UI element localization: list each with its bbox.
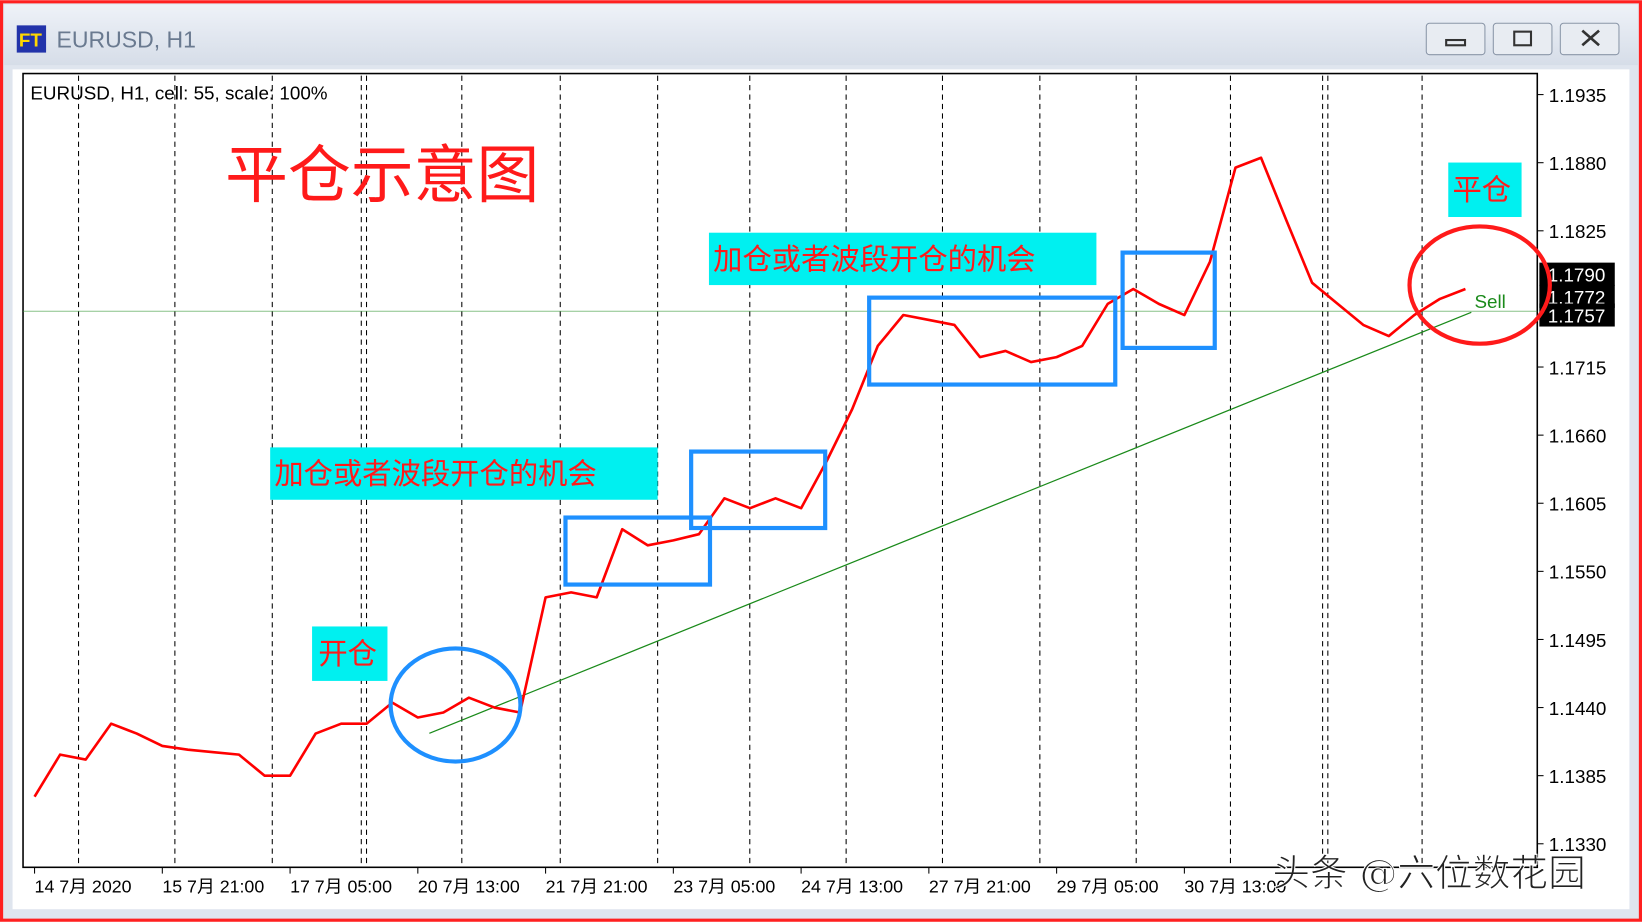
x-tick-label: 17 7月 05:00 — [290, 876, 392, 896]
x-tick-label: 23 7月 05:00 — [673, 876, 775, 896]
trend-line — [429, 311, 1472, 734]
y-tick-label: 1.1495 — [1549, 630, 1607, 651]
sell-label: Sell — [1474, 291, 1505, 312]
y-tick-label: 1.1825 — [1549, 221, 1607, 242]
y-tick-label: 1.1605 — [1549, 494, 1607, 515]
maximize-icon — [1513, 30, 1533, 47]
label-box — [708, 232, 1097, 286]
app-icon-glyph: FT — [19, 29, 43, 50]
y-tick-label: 1.1935 — [1549, 85, 1607, 106]
minimize-icon — [1445, 38, 1467, 47]
title-bar — [4, 4, 1638, 66]
close-circle — [1407, 224, 1552, 346]
highlight-boxes — [388, 250, 1217, 764]
y-tick-label: 1.1880 — [1549, 153, 1607, 174]
y-tick-label: 1.1715 — [1549, 357, 1607, 378]
y-tick-label: 1.1385 — [1549, 766, 1607, 787]
y-tick-label: 1.1660 — [1549, 425, 1607, 446]
y-tick-label: 1.1550 — [1549, 562, 1607, 583]
x-tick-label: 14 7月 2020 — [35, 876, 132, 896]
annotation: 加仓或者波段开仓的机会 — [274, 457, 596, 491]
price-tag-label: 1.1772 — [1548, 287, 1606, 308]
chart-annotation: 平仓示意图 — [225, 139, 539, 212]
label-box — [312, 626, 388, 681]
price-tag — [1539, 262, 1615, 286]
app-icon — [16, 25, 47, 53]
y-tick-label: 1.1330 — [1549, 834, 1607, 855]
y-tick-label: 1.1440 — [1549, 698, 1607, 719]
x-tick-label: 29 7月 05:00 — [1057, 876, 1159, 896]
x-tick-label: 30 7月 13:00 — [1184, 876, 1286, 896]
chart-info: EURUSD, H1, cell: 55, scale: 100% — [30, 83, 327, 104]
price-tag — [1539, 303, 1615, 327]
maximize-button[interactable] — [1492, 22, 1553, 56]
price-tag-label: 1.1757 — [1548, 305, 1606, 326]
label-box — [270, 447, 658, 500]
annotation: 平仓 — [1452, 173, 1511, 207]
annotation: 加仓或者波段开仓的机会 — [713, 242, 1035, 276]
window-title: EURUSD, H1 — [57, 26, 196, 52]
x-tick-label: 21 7月 21:00 — [546, 876, 648, 896]
x-tick-label: 15 7月 21:00 — [162, 876, 264, 896]
price-tag — [1539, 284, 1615, 308]
x-tick-label: 24 7月 13:00 — [801, 876, 903, 896]
price-tag-label: 1.1790 — [1548, 264, 1606, 285]
label-box — [1448, 162, 1522, 218]
x-tick-label: 27 7月 21:00 — [929, 876, 1031, 896]
watermark: 头条 @六位数花园 — [1272, 851, 1585, 895]
x-tick-label: 20 7月 13:00 — [418, 876, 520, 896]
annotation: 开仓 — [318, 637, 377, 671]
price-line — [33, 156, 1466, 798]
close-icon — [1581, 29, 1600, 47]
